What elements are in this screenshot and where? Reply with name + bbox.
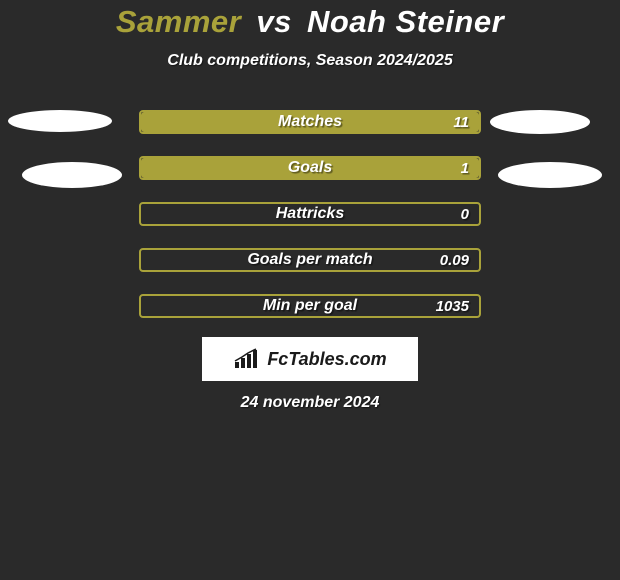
photo-placeholder-mid-right [498,162,602,188]
photo-placeholder-top-left [8,110,112,132]
stat-bar-label: Goals per match [141,251,479,269]
brand-text: FcTables.com [267,349,386,370]
stat-bar-value: 11 [453,114,469,131]
stat-bar-value: 0 [461,206,469,223]
stat-bars: Matches11 Goals1 Hattricks0 Goals per match… [139,110,481,340]
stat-bar: Goals per match0.09 [139,248,481,272]
stat-bar-label: Matches [141,113,479,131]
stat-bar-label: Goals [141,159,479,177]
date-label: 24 november 2024 [0,394,620,412]
player2-name: Noah Steiner [307,4,504,39]
stat-bar-label: Hattricks [141,205,479,223]
stat-bar-value: 1035 [436,298,469,315]
chart-stage: Matches11 Goals1 Hattricks0 Goals per match… [0,110,620,450]
stat-bar-value: 1 [461,160,469,177]
container: Sammer vs Noah Steiner Club competitions… [0,0,620,450]
photo-placeholder-mid-left [22,162,122,188]
stat-bar: Matches11 [139,110,481,134]
page-title: Sammer vs Noah Steiner [0,4,620,40]
brand-badge: FcTables.com [202,337,418,381]
vs-label: vs [256,4,291,39]
photo-placeholder-top-right [490,110,590,134]
stat-bar-value: 0.09 [440,252,469,269]
subtitle: Club competitions, Season 2024/2025 [0,52,620,70]
player1-name: Sammer [116,4,241,39]
stat-bar: Min per goal1035 [139,294,481,318]
stat-bar: Goals1 [139,156,481,180]
stat-bar-label: Min per goal [141,297,479,315]
chart-icon [233,348,261,370]
stat-bar: Hattricks0 [139,202,481,226]
